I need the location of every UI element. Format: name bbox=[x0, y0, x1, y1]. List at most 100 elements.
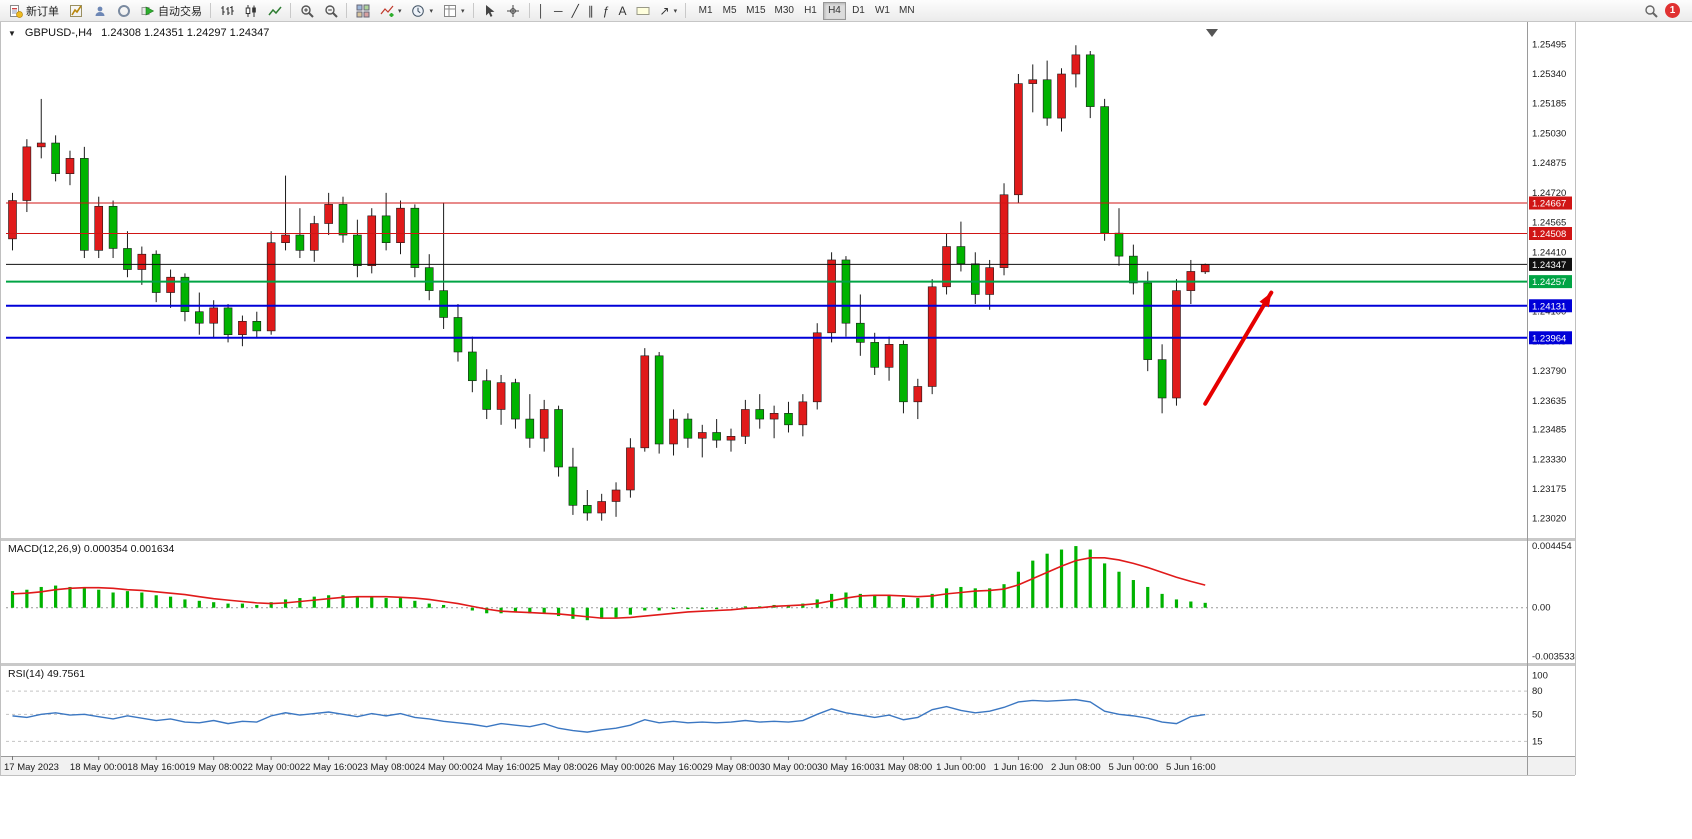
rsi-indicator-label: RSI(14) 49.7561 bbox=[8, 668, 86, 680]
horizontal-line-tool-button[interactable]: ─ bbox=[550, 1, 567, 21]
candle bbox=[137, 253, 147, 270]
community-button[interactable] bbox=[112, 1, 135, 21]
candle bbox=[827, 259, 836, 334]
panel-divider[interactable] bbox=[0, 663, 1575, 666]
candlestick-chart-icon bbox=[243, 3, 258, 18]
candle bbox=[1057, 73, 1066, 119]
timeframe-m15[interactable]: M15 bbox=[742, 2, 769, 20]
timeframe-h1[interactable]: H1 bbox=[799, 2, 822, 20]
one-click-trading-toggle[interactable]: ▼ bbox=[8, 28, 16, 38]
trend-arrow[interactable] bbox=[1203, 290, 1274, 406]
templates-button[interactable]: ▾ bbox=[438, 1, 469, 21]
candle bbox=[769, 413, 779, 420]
timeframe-d1[interactable]: D1 bbox=[847, 2, 870, 20]
horizontal-line-icon: ─ bbox=[554, 3, 563, 18]
rsi-axis-label: 80 bbox=[1532, 686, 1543, 697]
timeframe-mn[interactable]: MN bbox=[895, 2, 919, 20]
rsi-axis-label: 50 bbox=[1532, 709, 1543, 720]
time-axis-label: 22 May 00:00 bbox=[242, 762, 300, 773]
candle bbox=[582, 505, 592, 514]
new-order-button[interactable]: 新订单 bbox=[4, 1, 63, 21]
zoom-out-button[interactable] bbox=[319, 1, 342, 21]
search-icon[interactable] bbox=[1643, 3, 1658, 18]
tile-windows-button[interactable] bbox=[351, 1, 374, 21]
candle bbox=[568, 466, 578, 506]
indicators-button[interactable]: ▾ bbox=[375, 1, 406, 21]
price-tick-label: 1.23790 bbox=[1532, 366, 1566, 377]
timeframe-m1[interactable]: M1 bbox=[694, 2, 717, 20]
auto-trading-label: 自动交易 bbox=[158, 5, 202, 18]
timeframe-m5[interactable]: M5 bbox=[718, 2, 741, 20]
time-axis-label: 26 May 16:00 bbox=[645, 762, 703, 773]
vertical-line-tool-button[interactable]: │ bbox=[534, 1, 550, 21]
candle bbox=[999, 194, 1009, 268]
channel-tool-button[interactable]: ∥ bbox=[584, 1, 598, 21]
line-chart-mode-button[interactable] bbox=[263, 1, 286, 21]
price-tick-label: 1.23485 bbox=[1532, 425, 1566, 436]
cursor-tool-button[interactable] bbox=[478, 1, 501, 21]
candle bbox=[726, 436, 736, 441]
macd-signal-line bbox=[12, 557, 1206, 619]
candlestick-mode-button[interactable] bbox=[239, 1, 262, 21]
candle bbox=[309, 223, 319, 251]
auto-trading-button[interactable]: 自动交易 bbox=[136, 1, 206, 21]
candle bbox=[654, 355, 664, 445]
timeframe-h4[interactable]: H4 bbox=[822, 1, 846, 20]
time-axis-label: 31 May 08:00 bbox=[875, 762, 933, 773]
periods-button[interactable]: ▾ bbox=[407, 1, 438, 21]
chart-shift-marker[interactable] bbox=[1206, 29, 1218, 37]
arrows-tool-button[interactable]: ↗ ▾ bbox=[656, 1, 682, 21]
time-axis-label: 2 Jun 08:00 bbox=[1051, 762, 1101, 773]
chart-window-icon bbox=[68, 3, 83, 18]
crosshair-tool-button[interactable] bbox=[502, 1, 525, 21]
fibonacci-tool-button[interactable]: ƒ bbox=[599, 1, 614, 21]
candle bbox=[798, 401, 808, 426]
macd-axis-label: 0.00 bbox=[1532, 603, 1551, 614]
symbol-period-label: GBPUSD-,H4 bbox=[24, 27, 93, 39]
candle bbox=[640, 355, 650, 449]
candle bbox=[856, 322, 865, 343]
candle bbox=[626, 447, 635, 491]
label-tool-button[interactable] bbox=[632, 1, 655, 21]
charts-window-button[interactable] bbox=[64, 1, 87, 21]
price-badge bbox=[1529, 299, 1572, 313]
profile-button[interactable] bbox=[88, 1, 111, 21]
time-axis-label: 5 Jun 16:00 bbox=[1166, 762, 1216, 773]
candle bbox=[755, 409, 765, 420]
new-order-icon bbox=[8, 3, 23, 18]
rsi-axis-label: 100 bbox=[1532, 671, 1548, 682]
candle bbox=[1172, 290, 1181, 399]
price-tick-label: 1.24410 bbox=[1532, 247, 1566, 258]
bar-chart-mode-button[interactable] bbox=[215, 1, 238, 21]
candle bbox=[784, 413, 793, 426]
notification-badge[interactable]: 1 bbox=[1665, 3, 1680, 18]
time-axis-label: 18 May 16:00 bbox=[127, 762, 185, 773]
candle bbox=[338, 204, 348, 236]
candle bbox=[669, 418, 678, 445]
timeframe-m30[interactable]: M30 bbox=[771, 2, 798, 20]
zoom-in-button[interactable] bbox=[295, 1, 318, 21]
templates-icon bbox=[442, 3, 457, 18]
text-tool-button[interactable]: A bbox=[614, 1, 630, 21]
candle bbox=[209, 307, 218, 324]
trendline-tool-button[interactable]: ╱ bbox=[568, 1, 583, 21]
text-icon: A bbox=[618, 3, 627, 18]
candle bbox=[65, 158, 75, 174]
line-chart-icon bbox=[267, 3, 282, 18]
panel-divider[interactable] bbox=[0, 538, 1575, 541]
channel-icon: ∥ bbox=[587, 3, 594, 18]
candle bbox=[353, 234, 362, 267]
time-axis-label: 1 Jun 00:00 bbox=[936, 762, 986, 773]
chart-title: ▼ GBPUSD-,H4 1.24308 1.24351 1.24297 1.2… bbox=[8, 27, 269, 39]
candle bbox=[195, 311, 204, 324]
ohlc-quote: 1.24308 1.24351 1.24297 1.24347 bbox=[101, 27, 270, 39]
price-tick-label: 1.24875 bbox=[1532, 158, 1566, 169]
candle bbox=[396, 207, 405, 244]
dropdown-icon: ▾ bbox=[461, 7, 465, 15]
price-badge-label: 1.24667 bbox=[1532, 199, 1566, 210]
timeframe-w1[interactable]: W1 bbox=[871, 2, 894, 20]
candle bbox=[970, 263, 980, 295]
price-tick-label: 1.23330 bbox=[1532, 454, 1566, 465]
dropdown-icon: ▾ bbox=[398, 7, 402, 15]
